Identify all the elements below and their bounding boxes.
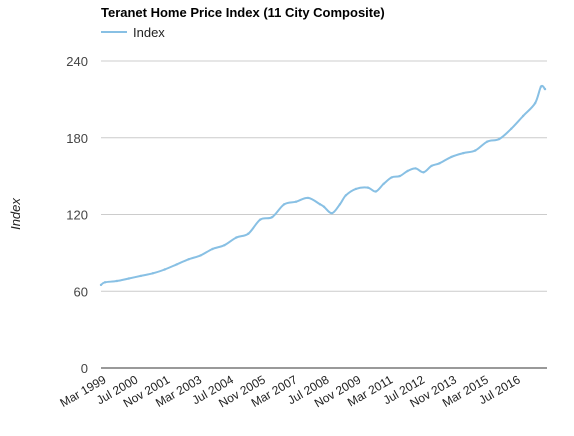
- data-point: [438, 162, 441, 165]
- data-point: [271, 215, 274, 219]
- data-point: [211, 247, 214, 251]
- data-point: [247, 232, 250, 235]
- y-axis-label: Index: [8, 198, 23, 230]
- data-point: [187, 258, 190, 261]
- data-point: [99, 283, 103, 287]
- series-layer: [99, 84, 547, 287]
- y-tick-label: 240: [66, 54, 88, 69]
- data-point: [474, 149, 477, 152]
- data-point: [510, 127, 513, 130]
- y-tick-label: 180: [66, 131, 88, 146]
- data-point: [486, 140, 489, 143]
- data-point: [450, 155, 453, 159]
- data-point: [223, 244, 226, 247]
- data-point: [344, 194, 348, 197]
- y-axis-ticks: 0 60 120 180 240: [66, 54, 88, 376]
- legend[interactable]: Index: [101, 25, 165, 40]
- data-point: [533, 102, 537, 105]
- data-point: [390, 176, 393, 179]
- data-point: [366, 186, 369, 189]
- data-point: [175, 263, 178, 266]
- data-point: [521, 114, 525, 118]
- y-tick-label: 120: [66, 208, 88, 223]
- data-point: [127, 277, 131, 280]
- data-point: [330, 212, 334, 215]
- y-tick-label: 60: [74, 284, 88, 299]
- legend-label: Index: [133, 25, 165, 40]
- data-point: [115, 279, 119, 283]
- data-point: [374, 190, 377, 193]
- data-point: [151, 272, 154, 275]
- data-point: [543, 87, 547, 91]
- series-line-index: [100, 84, 546, 286]
- data-point: [539, 85, 543, 88]
- data-point: [318, 203, 322, 206]
- data-point: [430, 164, 433, 168]
- data-point: [306, 196, 310, 200]
- data-point: [283, 203, 286, 206]
- data-point: [498, 137, 501, 141]
- data-point: [354, 187, 358, 191]
- data-point: [103, 281, 107, 284]
- data-point: [235, 236, 238, 239]
- data-point: [398, 174, 401, 178]
- data-point: [338, 203, 342, 206]
- data-point: [322, 205, 326, 208]
- data-point: [139, 274, 142, 278]
- data-point: [406, 169, 409, 173]
- gridlines: [101, 60, 547, 369]
- data-point: [259, 218, 262, 221]
- chart-title: Teranet Home Price Index (11 City Compos…: [101, 5, 385, 20]
- data-point: [422, 171, 425, 174]
- data-point: [382, 182, 385, 185]
- y-tick-label: 0: [81, 361, 88, 376]
- data-point: [462, 151, 465, 155]
- data-point: [294, 200, 298, 203]
- data-point: [414, 167, 417, 170]
- data-point: [163, 268, 166, 271]
- data-point: [199, 254, 202, 257]
